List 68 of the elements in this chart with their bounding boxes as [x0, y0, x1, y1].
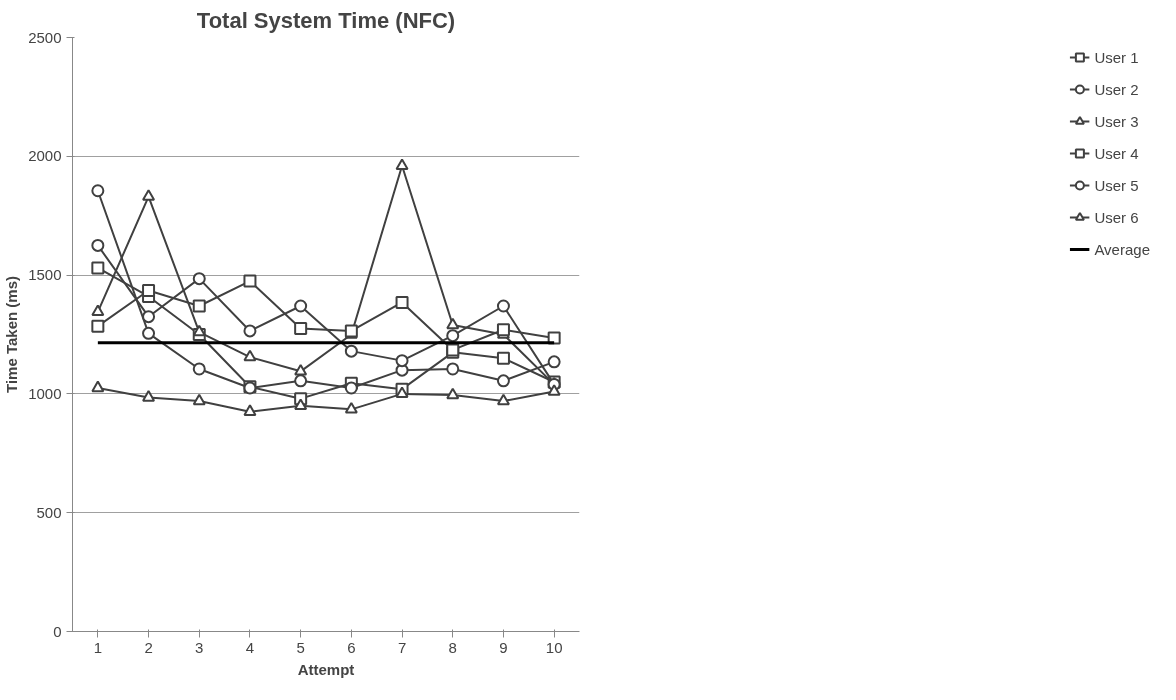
y-tick-label: 1000 — [28, 384, 62, 402]
y-axis-title: Time Taken (ms) — [3, 276, 21, 393]
point — [294, 299, 308, 313]
point — [91, 304, 105, 317]
y-tick-label: 2500 — [28, 28, 62, 46]
point — [496, 393, 510, 406]
point — [142, 284, 156, 298]
point — [395, 354, 409, 368]
chart-title: Total System Time (NFC) — [196, 7, 456, 33]
legend-label: User 2 — [1094, 80, 1139, 98]
point — [446, 387, 460, 400]
x-tick-label: 5 — [296, 638, 305, 656]
y-tick-label: 500 — [36, 503, 62, 521]
legend-label: User 3 — [1094, 112, 1139, 130]
y-tick-label: 2000 — [28, 147, 62, 165]
point — [192, 299, 206, 313]
point — [243, 324, 257, 338]
x-tick-label: 1 — [93, 638, 103, 656]
y-tick-label: 0 — [53, 622, 62, 640]
x-axis-title: Attempt — [297, 660, 355, 678]
point — [243, 404, 257, 416]
point — [91, 319, 105, 333]
legend-label: User 1 — [1094, 48, 1139, 66]
point — [446, 329, 460, 343]
x-tick-label: 9 — [499, 638, 508, 656]
point — [294, 374, 308, 388]
point — [446, 317, 460, 330]
point — [142, 326, 156, 340]
y-tick-label: 1500 — [28, 266, 62, 284]
point — [192, 393, 206, 406]
legend-label: User 5 — [1094, 176, 1139, 194]
point — [142, 310, 156, 324]
x-tick-label: 2 — [144, 638, 153, 656]
point — [344, 401, 358, 414]
point — [192, 272, 206, 286]
x-tick-label: 8 — [448, 638, 457, 656]
point — [91, 184, 105, 198]
point — [294, 363, 308, 376]
point — [91, 238, 105, 252]
point — [344, 344, 358, 358]
point — [496, 299, 510, 313]
point — [142, 390, 156, 402]
point — [547, 355, 561, 369]
x-tick-label: 3 — [195, 638, 204, 656]
point — [243, 274, 257, 288]
point — [192, 362, 206, 376]
point — [91, 261, 105, 275]
point — [496, 374, 510, 388]
point — [91, 380, 105, 393]
x-tick-label: 10 — [545, 638, 563, 656]
point — [395, 386, 409, 399]
point — [192, 324, 206, 337]
point — [496, 351, 510, 365]
legend-label: Average — [1094, 240, 1150, 258]
legend-label: User 6 — [1094, 208, 1139, 226]
point — [547, 384, 561, 396]
x-tick-label: 6 — [347, 638, 356, 656]
x-tick-label: 7 — [397, 638, 407, 656]
point — [294, 322, 308, 336]
point — [294, 398, 308, 410]
point — [395, 295, 409, 309]
legend-label: User 4 — [1094, 144, 1139, 162]
point — [446, 362, 460, 376]
x-tick-label: 4 — [245, 638, 255, 656]
point — [243, 349, 257, 362]
point — [142, 189, 156, 201]
point — [344, 381, 358, 395]
point — [496, 323, 510, 337]
